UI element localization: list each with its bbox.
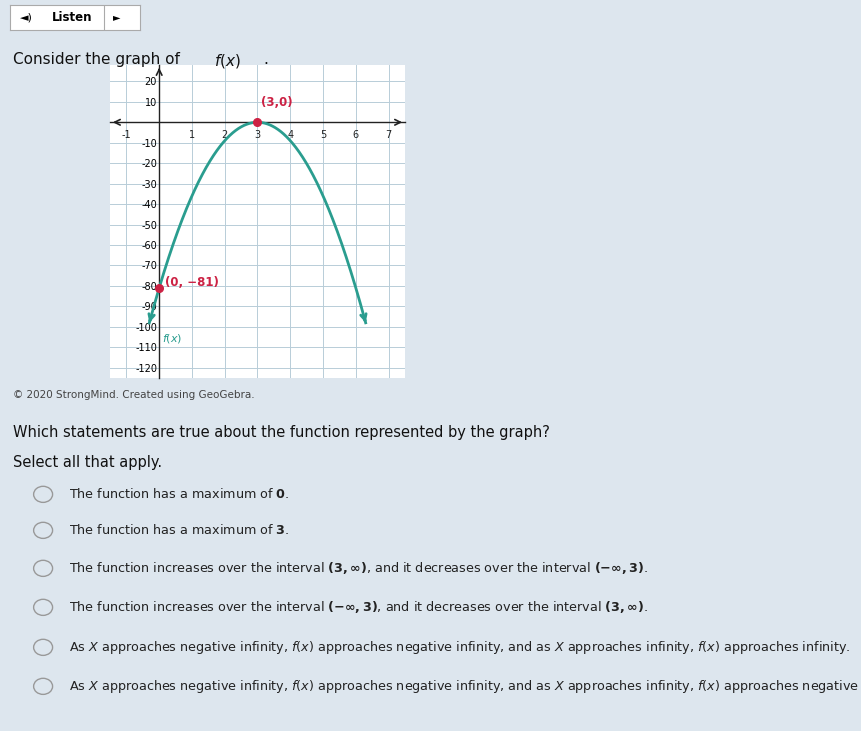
Text: © 2020 StrongMind. Created using GeoGebra.: © 2020 StrongMind. Created using GeoGebr… bbox=[13, 390, 254, 400]
Text: The function increases over the interval $\mathbf{(3, \infty)}$, and it decrease: The function increases over the interval… bbox=[69, 561, 647, 576]
Text: Listen: Listen bbox=[52, 11, 92, 24]
Text: $f(x)$: $f(x)$ bbox=[214, 52, 240, 70]
Text: (3,0): (3,0) bbox=[261, 96, 293, 109]
Text: As $X$ approaches negative infinity, $f(x)$ approaches negative infinity, and as: As $X$ approaches negative infinity, $f(… bbox=[69, 678, 861, 695]
Text: As $X$ approaches negative infinity, $f(x)$ approaches negative infinity, and as: As $X$ approaches negative infinity, $f(… bbox=[69, 639, 850, 656]
Text: 3: 3 bbox=[254, 130, 260, 140]
Text: ◄): ◄) bbox=[21, 12, 34, 23]
Text: 4: 4 bbox=[287, 130, 293, 140]
Text: ►: ► bbox=[113, 12, 121, 23]
Text: $f(x)$: $f(x)$ bbox=[162, 332, 182, 345]
Text: Select all that apply.: Select all that apply. bbox=[13, 455, 162, 470]
Text: The function has a maximum of $\mathbf{3}$.: The function has a maximum of $\mathbf{3… bbox=[69, 523, 289, 537]
Text: 7: 7 bbox=[385, 130, 391, 140]
Text: The function increases over the interval $\mathbf{(-\infty, 3)}$, and it decreas: The function increases over the interval… bbox=[69, 599, 647, 616]
Text: -1: -1 bbox=[121, 130, 131, 140]
Text: 1: 1 bbox=[189, 130, 195, 140]
Text: The function has a maximum of $\mathbf{0}$.: The function has a maximum of $\mathbf{0… bbox=[69, 488, 289, 501]
Text: .: . bbox=[263, 52, 268, 67]
Text: Consider the graph of: Consider the graph of bbox=[13, 52, 184, 67]
Text: 6: 6 bbox=[352, 130, 358, 140]
Text: 5: 5 bbox=[319, 130, 325, 140]
Text: Which statements are true about the function represented by the graph?: Which statements are true about the func… bbox=[13, 425, 549, 440]
Text: 2: 2 bbox=[221, 130, 227, 140]
Text: (0, −81): (0, −81) bbox=[164, 276, 219, 289]
